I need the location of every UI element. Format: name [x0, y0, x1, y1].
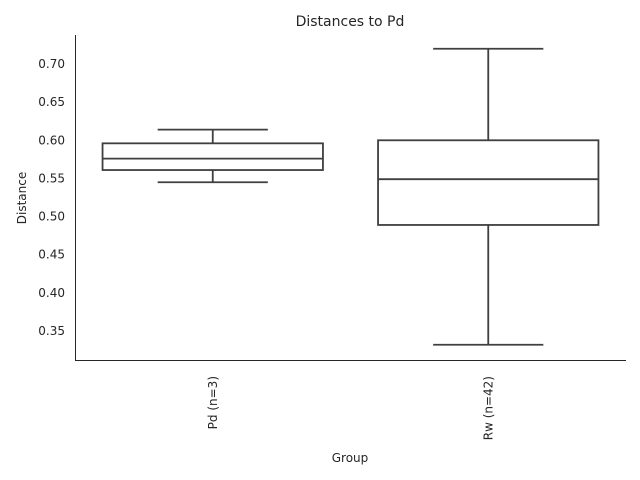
- x-tick-label: Rw (n=42): [481, 376, 495, 440]
- y-axis-ticks: 0.35 0.40 0.45 0.50 0.55 0.60 0.65 0.70: [38, 57, 65, 338]
- iqr-box: [101, 142, 324, 171]
- y-tick-label: 0.35: [38, 324, 65, 338]
- x-axis-ticks: Pd (n=3) Rw (n=42): [206, 376, 496, 440]
- y-tick-label: 0.60: [38, 133, 65, 147]
- y-tick-label: 0.70: [38, 57, 65, 71]
- y-axis-label: Distance: [15, 172, 29, 224]
- y-tick-label: 0.45: [38, 248, 65, 262]
- box-series: [101, 47, 600, 346]
- box-group: [101, 128, 324, 184]
- x-axis-label: Group: [332, 451, 369, 465]
- y-tick-label: 0.50: [38, 210, 65, 224]
- box-group: [377, 47, 600, 346]
- x-tick-label: Pd (n=3): [206, 376, 220, 429]
- y-tick-label: 0.65: [38, 95, 65, 109]
- y-tick-label: 0.55: [38, 171, 65, 185]
- y-tick-label: 0.40: [38, 286, 65, 300]
- iqr-box: [377, 139, 600, 226]
- chart-title: Distances to Pd: [296, 14, 405, 30]
